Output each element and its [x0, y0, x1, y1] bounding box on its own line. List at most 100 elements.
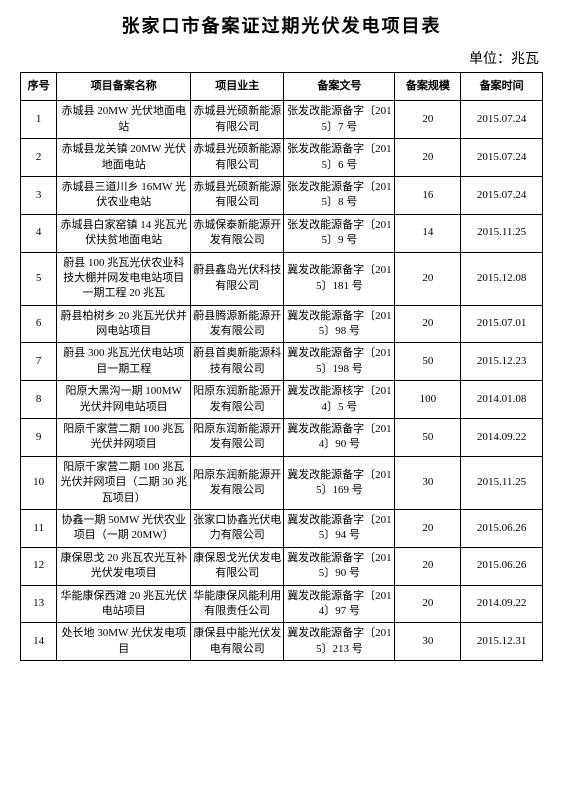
table-cell: 50 [395, 419, 461, 457]
table-cell: 阳原千家营二期 100 兆瓦光伏并网项目（二期 30 兆瓦项目） [57, 456, 191, 509]
table-cell: 8 [21, 381, 57, 419]
table-row: 1赤城县 20MW 光伏地面电站赤城县光硕新能源有限公司张发改能源备字〔2015… [21, 101, 543, 139]
table-cell: 2015.07.01 [461, 305, 543, 343]
table-cell: 6 [21, 305, 57, 343]
table-cell: 蔚县 300 兆瓦光伏电站项目一期工程 [57, 343, 191, 381]
table-cell: 阳原东润新能源开发有限公司 [191, 381, 284, 419]
table-cell: 冀发改能源备字〔2015〕94 号 [284, 509, 395, 547]
table-cell: 冀发改能源核字〔2014〕5 号 [284, 381, 395, 419]
col-scale: 备案规模 [395, 73, 461, 101]
col-date: 备案时间 [461, 73, 543, 101]
table-cell: 2015.07.24 [461, 101, 543, 139]
table-cell: 冀发改能源备字〔2014〕97 号 [284, 585, 395, 623]
table-cell: 3 [21, 176, 57, 214]
table-header-row: 序号 项目备案名称 项目业主 备案文号 备案规模 备案时间 [21, 73, 543, 101]
table-row: 9阳原千家营二期 100 兆瓦光伏并网项目阳原东润新能源开发有限公司冀发改能源备… [21, 419, 543, 457]
table-cell: 张发改能源备字〔2015〕7 号 [284, 101, 395, 139]
table-cell: 2014.01.08 [461, 381, 543, 419]
table-cell: 康保恩戈光伏发电有限公司 [191, 547, 284, 585]
table-cell: 张发改能源备字〔2015〕9 号 [284, 214, 395, 252]
table-cell: 冀发改能源备字〔2015〕181 号 [284, 252, 395, 305]
table-cell: 2015.11.25 [461, 456, 543, 509]
table-cell: 20 [395, 547, 461, 585]
table-cell: 阳原东润新能源开发有限公司 [191, 419, 284, 457]
table-cell: 10 [21, 456, 57, 509]
table-cell: 赤城县光硕新能源有限公司 [191, 176, 284, 214]
table-cell: 7 [21, 343, 57, 381]
table-cell: 2 [21, 139, 57, 177]
table-cell: 9 [21, 419, 57, 457]
table-cell: 冀发改能源备字〔2015〕98 号 [284, 305, 395, 343]
table-cell: 冀发改能源备字〔2015〕169 号 [284, 456, 395, 509]
table-cell: 2015.07.24 [461, 139, 543, 177]
table-cell: 阳原大黑沟一期 100MW 光伏并网电站项目 [57, 381, 191, 419]
table-cell: 30 [395, 456, 461, 509]
table-cell: 冀发改能源备字〔2015〕198 号 [284, 343, 395, 381]
table-row: 14处长地 30MW 光伏发电项目康保县中能光伏发电有限公司冀发改能源备字〔20… [21, 623, 543, 661]
project-table: 序号 项目备案名称 项目业主 备案文号 备案规模 备案时间 1赤城县 20MW … [20, 72, 543, 661]
table-cell: 赤城县 20MW 光伏地面电站 [57, 101, 191, 139]
table-cell: 赤城县白家窑镇 14 兆瓦光伏扶贫地面电站 [57, 214, 191, 252]
table-row: 10阳原千家营二期 100 兆瓦光伏并网项目（二期 30 兆瓦项目）阳原东润新能… [21, 456, 543, 509]
table-row: 5蔚县 100 兆瓦光伏农业科技大棚并网发电电站项目一期工程 20 兆瓦蔚县鑫岛… [21, 252, 543, 305]
unit-label: 单位：兆瓦 [20, 48, 543, 68]
table-cell: 100 [395, 381, 461, 419]
table-cell: 康保县中能光伏发电有限公司 [191, 623, 284, 661]
table-cell: 13 [21, 585, 57, 623]
table-cell: 11 [21, 509, 57, 547]
table-cell: 2015.07.24 [461, 176, 543, 214]
table-cell: 2015.06.26 [461, 509, 543, 547]
table-cell: 14 [395, 214, 461, 252]
table-cell: 阳原东润新能源开发有限公司 [191, 456, 284, 509]
table-row: 4赤城县白家窑镇 14 兆瓦光伏扶贫地面电站赤城保泰新能源开发有限公司张发改能源… [21, 214, 543, 252]
table-cell: 蔚县首奥新能源科技有限公司 [191, 343, 284, 381]
table-cell: 协鑫一期 50MW 光伏农业项目（一期 20MW） [57, 509, 191, 547]
table-cell: 处长地 30MW 光伏发电项目 [57, 623, 191, 661]
table-cell: 2015.11.25 [461, 214, 543, 252]
table-cell: 蔚县鑫岛光伏科技有限公司 [191, 252, 284, 305]
table-cell: 2015.12.23 [461, 343, 543, 381]
table-cell: 赤城县光硕新能源有限公司 [191, 101, 284, 139]
table-cell: 14 [21, 623, 57, 661]
table-cell: 赤城县龙关镇 20MW 光伏地面电站 [57, 139, 191, 177]
table-cell: 蔚县柏树乡 20 兆瓦光伏并网电站项目 [57, 305, 191, 343]
col-owner: 项目业主 [191, 73, 284, 101]
table-cell: 20 [395, 509, 461, 547]
table-cell: 张家口协鑫光伏电力有限公司 [191, 509, 284, 547]
table-cell: 康保恩戈 20 兆瓦农光互补光伏发电项目 [57, 547, 191, 585]
table-cell: 蔚县 100 兆瓦光伏农业科技大棚并网发电电站项目一期工程 20 兆瓦 [57, 252, 191, 305]
col-docno: 备案文号 [284, 73, 395, 101]
table-cell: 4 [21, 214, 57, 252]
table-cell: 冀发改能源备字〔2014〕90 号 [284, 419, 395, 457]
table-row: 12康保恩戈 20 兆瓦农光互补光伏发电项目康保恩戈光伏发电有限公司冀发改能源备… [21, 547, 543, 585]
table-cell: 阳原千家营二期 100 兆瓦光伏并网项目 [57, 419, 191, 457]
table-cell: 2015.06.26 [461, 547, 543, 585]
table-row: 6蔚县柏树乡 20 兆瓦光伏并网电站项目蔚县腾源新能源开发有限公司冀发改能源备字… [21, 305, 543, 343]
table-cell: 华能康保西滩 20 兆瓦光伏电站项目 [57, 585, 191, 623]
table-cell: 16 [395, 176, 461, 214]
table-cell: 12 [21, 547, 57, 585]
table-row: 8阳原大黑沟一期 100MW 光伏并网电站项目阳原东润新能源开发有限公司冀发改能… [21, 381, 543, 419]
table-cell: 张发改能源备字〔2015〕6 号 [284, 139, 395, 177]
table-cell: 50 [395, 343, 461, 381]
table-cell: 1 [21, 101, 57, 139]
table-cell: 20 [395, 305, 461, 343]
table-cell: 赤城县三道川乡 16MW 光伏农业电站 [57, 176, 191, 214]
table-cell: 2015.12.31 [461, 623, 543, 661]
table-cell: 20 [395, 101, 461, 139]
table-row: 13华能康保西滩 20 兆瓦光伏电站项目华能康保风能利用有限责任公司冀发改能源备… [21, 585, 543, 623]
col-name: 项目备案名称 [57, 73, 191, 101]
page-title: 张家口市备案证过期光伏发电项目表 [20, 12, 543, 38]
table-row: 2赤城县龙关镇 20MW 光伏地面电站赤城县光硕新能源有限公司张发改能源备字〔2… [21, 139, 543, 177]
table-cell: 蔚县腾源新能源开发有限公司 [191, 305, 284, 343]
table-cell: 20 [395, 585, 461, 623]
table-cell: 20 [395, 139, 461, 177]
table-cell: 2015.12.08 [461, 252, 543, 305]
table-cell: 2014.09.22 [461, 419, 543, 457]
table-cell: 赤城保泰新能源开发有限公司 [191, 214, 284, 252]
table-cell: 华能康保风能利用有限责任公司 [191, 585, 284, 623]
table-cell: 冀发改能源备字〔2015〕90 号 [284, 547, 395, 585]
table-row: 7蔚县 300 兆瓦光伏电站项目一期工程蔚县首奥新能源科技有限公司冀发改能源备字… [21, 343, 543, 381]
table-cell: 张发改能源备字〔2015〕8 号 [284, 176, 395, 214]
table-cell: 冀发改能源备字〔2015〕213 号 [284, 623, 395, 661]
